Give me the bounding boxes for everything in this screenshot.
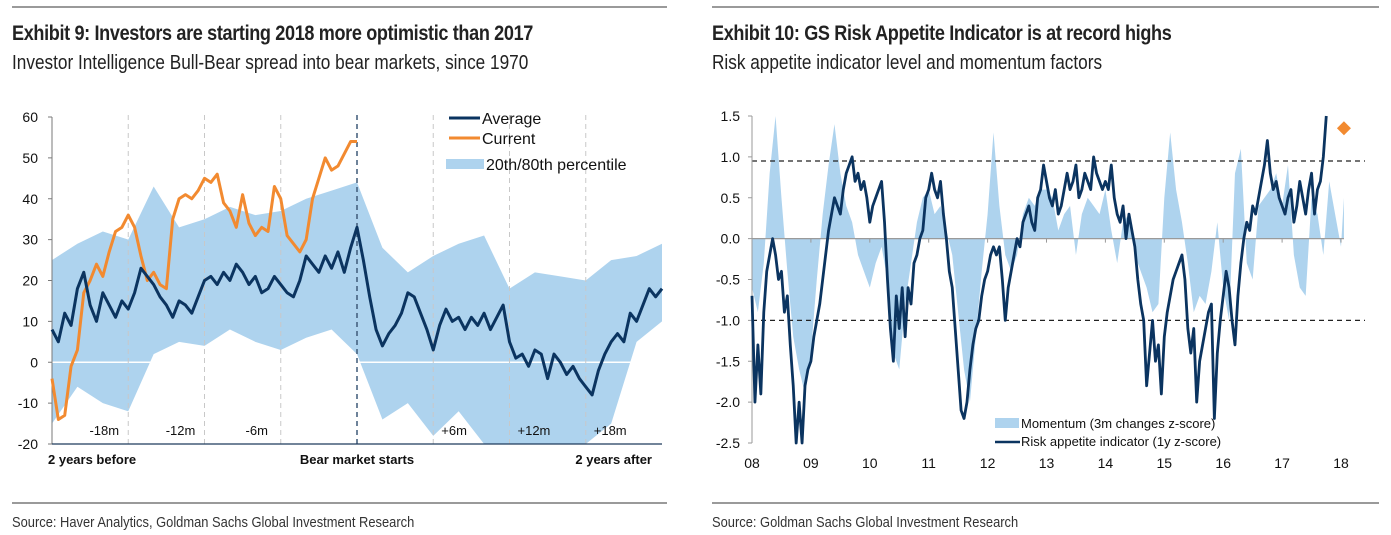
y-tick-label: 0.0 <box>721 231 741 247</box>
x-axis-label: 2 years before <box>48 452 136 467</box>
top-rule <box>12 6 667 8</box>
x-tick-label: 12 <box>980 455 996 471</box>
y-tick-label: 0 <box>30 354 38 370</box>
y-tick-label: 1.0 <box>721 149 741 165</box>
exhibit-9-subtitle: Investor Intelligence Bull-Bear spread i… <box>12 52 529 74</box>
x-tick-label: 18 <box>1333 455 1349 471</box>
y-tick-label: -0.5 <box>716 272 740 288</box>
exhibit-9-title: Exhibit 9: Investors are starting 2018 m… <box>12 22 533 45</box>
latest-value-marker <box>1336 121 1351 136</box>
y-tick-label: 10 <box>22 313 38 329</box>
x-tick-label: 08 <box>744 455 760 471</box>
x-tick-label: 17 <box>1274 455 1290 471</box>
x-axis-label: Bear market starts <box>300 452 414 467</box>
y-tick-label: 20 <box>22 273 38 289</box>
y-tick-label: -2.0 <box>716 394 740 410</box>
exhibit-10-source: Source: Goldman Sachs Global Investment … <box>712 514 1019 531</box>
exhibit-9-source: Source: Haver Analytics, Goldman Sachs G… <box>12 514 415 531</box>
exhibit-10-title: Exhibit 10: GS Risk Appetite Indicator i… <box>712 22 1172 45</box>
month-marker-label: -18m <box>89 423 119 438</box>
month-marker-label: -12m <box>166 423 196 438</box>
bottom-rule <box>712 502 1379 504</box>
x-tick-label: 13 <box>1039 455 1055 471</box>
legend-risk-label: Risk appetite indicator (1y z-score) <box>1021 434 1221 449</box>
y-tick-label: 30 <box>22 232 38 248</box>
x-tick-label: 10 <box>862 455 878 471</box>
legend-current-label: Current <box>482 131 536 148</box>
month-marker-label: +12m <box>518 423 551 438</box>
month-marker-label: +18m <box>594 423 627 438</box>
top-rule <box>712 6 1379 8</box>
legend-band-swatch <box>446 159 484 169</box>
y-tick-label: -10 <box>18 395 38 411</box>
legend-band-label: 20th/80th percentile <box>486 157 627 174</box>
risk-appetite-line <box>750 115 1328 445</box>
y-tick-label: -1.5 <box>716 353 740 369</box>
y-tick-label: -2.5 <box>716 435 740 451</box>
y-tick-label: 1.5 <box>721 108 741 124</box>
y-tick-label: 40 <box>22 191 38 207</box>
momentum-area <box>752 116 1344 403</box>
x-axis-label: 2 years after <box>575 452 652 467</box>
x-tick-label: 15 <box>1157 455 1173 471</box>
bottom-rule <box>12 502 667 504</box>
x-tick-label: 16 <box>1215 455 1231 471</box>
y-tick-label: 0.5 <box>721 190 741 206</box>
y-tick-label: 50 <box>22 150 38 166</box>
month-marker-label: +6m <box>441 423 467 438</box>
legend-average-label: Average <box>482 111 541 128</box>
average-series-line <box>50 225 664 397</box>
x-tick-label: 14 <box>1098 455 1114 471</box>
x-tick-label: 11 <box>921 455 936 471</box>
legend-momentum-swatch <box>995 418 1019 428</box>
legend-momentum-label: Momentum (3m changes z-score) <box>1021 416 1215 431</box>
y-tick-label: 60 <box>22 109 38 125</box>
y-tick-label: -1.0 <box>716 312 740 328</box>
x-tick-label: 09 <box>803 455 819 471</box>
y-tick-label: -20 <box>18 436 38 452</box>
exhibit-10-subtitle: Risk appetite indicator level and moment… <box>712 52 1103 74</box>
current-series-line <box>50 140 357 421</box>
month-marker-label: -6m <box>246 423 268 438</box>
